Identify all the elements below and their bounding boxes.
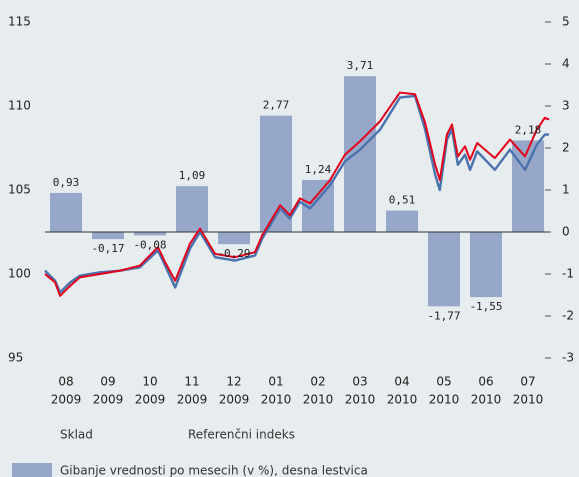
y-tick-label: 105 bbox=[8, 183, 31, 197]
bar bbox=[428, 232, 460, 307]
x-tick-year: 2010 bbox=[345, 393, 376, 407]
x-tick-year: 2009 bbox=[51, 393, 82, 407]
x-tick-label: 04 bbox=[394, 375, 409, 389]
x-tick-year: 2010 bbox=[429, 393, 460, 407]
x-tick-label: 10 bbox=[142, 375, 157, 389]
value-label: 2,18 bbox=[515, 123, 542, 136]
x-tick-year: 2009 bbox=[219, 393, 250, 407]
legend-swatch bbox=[12, 463, 52, 477]
bar bbox=[386, 210, 418, 232]
x-tick-year: 2010 bbox=[471, 393, 502, 407]
line-series bbox=[44, 91, 550, 297]
x-tick-label: 09 bbox=[100, 375, 115, 389]
x-tick-year: 2009 bbox=[177, 393, 208, 407]
y-tick-label: 110 bbox=[8, 99, 31, 113]
x-tick-year: 2010 bbox=[261, 393, 292, 407]
value-label: 3,71 bbox=[347, 59, 374, 72]
line-series bbox=[44, 94, 549, 294]
y2-tick-label: 3 bbox=[562, 99, 570, 113]
x-tick-label: 08 bbox=[58, 375, 73, 389]
legend-label: Sklad bbox=[60, 428, 93, 442]
bar bbox=[470, 232, 502, 298]
x-tick-label: 07 bbox=[520, 375, 535, 389]
bar bbox=[92, 232, 124, 240]
x-tick-year: 2010 bbox=[303, 393, 334, 407]
y2-tick-label: -2 bbox=[562, 309, 574, 323]
bar bbox=[50, 192, 82, 232]
bar bbox=[512, 140, 544, 232]
y-tick-label: 100 bbox=[8, 267, 31, 281]
value-label: 1,24 bbox=[305, 163, 332, 176]
value-label: -0,17 bbox=[91, 242, 124, 255]
value-label: 0,51 bbox=[389, 194, 416, 207]
y2-tick-label: -3 bbox=[562, 351, 574, 365]
x-tick-label: 06 bbox=[478, 375, 493, 389]
y-tick-label: 115 bbox=[8, 15, 31, 29]
x-tick-year: 2009 bbox=[93, 393, 124, 407]
value-label: -1,77 bbox=[427, 309, 460, 322]
legend-label: Gibanje vrednosti po mesecih (v %), desn… bbox=[60, 464, 368, 477]
x-tick-label: 03 bbox=[352, 375, 367, 389]
bar bbox=[176, 186, 208, 232]
value-label: 1,09 bbox=[179, 169, 206, 182]
y2-tick-label: 2 bbox=[562, 141, 570, 155]
x-tick-year: 2009 bbox=[135, 393, 166, 407]
value-label: -0,08 bbox=[133, 238, 166, 251]
y-tick-label: 95 bbox=[8, 351, 23, 365]
y2-tick-label: 0 bbox=[562, 225, 570, 239]
bar bbox=[344, 76, 376, 233]
bar bbox=[218, 232, 250, 245]
value-label: -0,29 bbox=[217, 247, 250, 260]
bar bbox=[134, 232, 166, 236]
x-tick-label: 05 bbox=[436, 375, 451, 389]
value-label: 2,77 bbox=[263, 99, 290, 112]
y2-tick-label: -1 bbox=[562, 267, 574, 281]
x-tick-label: 12 bbox=[226, 375, 241, 389]
value-label: -1,55 bbox=[469, 300, 502, 313]
x-tick-year: 2010 bbox=[387, 393, 418, 407]
x-tick-year: 2010 bbox=[513, 393, 544, 407]
x-tick-label: 01 bbox=[268, 375, 283, 389]
y2-tick-label: 5 bbox=[562, 15, 570, 29]
x-tick-label: 11 bbox=[184, 375, 199, 389]
y2-tick-label: 1 bbox=[562, 183, 570, 197]
legend-label: Referenčni indeks bbox=[188, 428, 295, 442]
x-tick-label: 02 bbox=[310, 375, 325, 389]
y2-tick-label: 4 bbox=[562, 57, 570, 71]
value-label: 0,93 bbox=[53, 176, 80, 189]
